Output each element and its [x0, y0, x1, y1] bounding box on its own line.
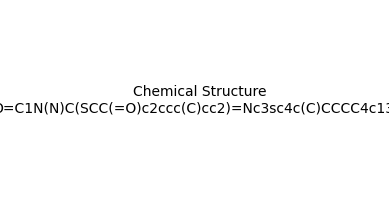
Text: Chemical Structure
O=C1N(N)C(SCC(=O)c2ccc(C)cc2)=Nc3sc4c(C)CCCC4c13...: Chemical Structure O=C1N(N)C(SCC(=O)c2cc… — [0, 85, 389, 116]
